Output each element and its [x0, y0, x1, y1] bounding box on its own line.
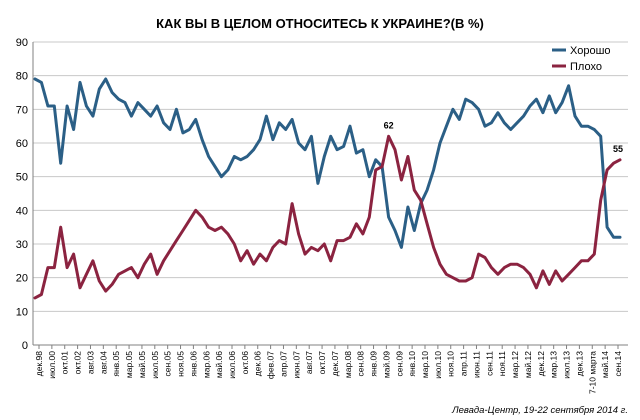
x-tick-label: янв.10: [407, 351, 417, 377]
x-tick-label: май.14: [600, 351, 610, 378]
x-tick-label: май.05: [137, 351, 147, 378]
y-tick-label: 80: [16, 71, 28, 83]
x-tick-label: мар.12: [510, 351, 520, 378]
end-label: 55: [613, 144, 623, 154]
y-tick-label: 60: [16, 138, 28, 150]
x-tick-label: дек.12: [536, 351, 546, 376]
plot-area: 62 55: [33, 77, 623, 300]
peak-label: 62: [384, 120, 394, 130]
x-tick-label: сен.09: [394, 351, 404, 377]
x-axis: дек.98 июл.00 окт.01 окт.02 авг.03 авг.04 янв.…: [34, 345, 623, 394]
y-tick-label: 20: [16, 273, 28, 285]
x-tick-label: ноя.10: [446, 351, 456, 377]
x-tick-label: фев.07: [266, 351, 276, 379]
x-tick-label: мар.05: [124, 351, 134, 378]
x-tick-label: дек.07: [330, 351, 340, 376]
x-tick-label: авг.07: [304, 351, 314, 374]
x-tick-label: дек.98: [34, 351, 44, 376]
x-tick-label: янв.06: [188, 351, 198, 377]
x-tick-label: май.06: [214, 351, 224, 378]
x-tick-label: окт.01: [60, 351, 70, 375]
grid: [33, 41, 628, 346]
x-tick-label: сен.14: [613, 351, 623, 377]
legend-label-0: Хорошо: [570, 45, 611, 57]
x-tick-label: окт.06: [240, 351, 250, 375]
x-tick-label: 7-10 марта: [587, 351, 597, 394]
x-tick-label: апр.11: [459, 351, 469, 377]
x-tick-label: окт.02: [73, 351, 83, 375]
y-axis: 0 10 20 30 40 50 60 70 80 90: [16, 37, 34, 352]
x-tick-label: мар.13: [549, 351, 559, 378]
x-tick-label: июл.00: [47, 351, 57, 379]
y-tick-label: 50: [16, 172, 28, 184]
chart-title: КАК ВЫ В ЦЕЛОМ ОТНОСИТЕСЬ К УКРАИНЕ?(В %…: [156, 16, 484, 31]
x-tick-label: мар.10: [420, 351, 430, 378]
x-tick-label: июл.13: [562, 351, 572, 379]
x-tick-label: май.12: [523, 351, 533, 378]
y-tick-label: 90: [16, 37, 28, 49]
x-tick-label: янв.09: [369, 351, 379, 377]
x-tick-label: июн.07: [291, 351, 301, 379]
x-tick-label: апр.07: [278, 351, 288, 377]
series-line-0: [33, 77, 622, 249]
x-tick-label: май.09: [381, 351, 391, 378]
source-note: Левада-Центр, 19-22 сентября 2014 г.: [451, 405, 628, 416]
series-line-1: [33, 134, 622, 300]
y-tick-label: 30: [16, 239, 28, 251]
x-tick-label: июл.06: [227, 351, 237, 379]
legend-label-1: Плохо: [570, 61, 602, 73]
x-tick-label: ноя.11: [497, 351, 507, 376]
x-tick-label: мар.06: [201, 351, 211, 378]
x-tick-label: сен.05: [163, 351, 173, 377]
x-tick-label: июн.11: [471, 351, 481, 378]
x-tick-label: дек.06: [253, 351, 263, 376]
y-tick-label: 10: [16, 306, 28, 318]
y-tick-label: 40: [16, 205, 28, 217]
x-tick-label: янв.05: [111, 351, 121, 377]
x-tick-label: дек.13: [574, 351, 584, 376]
x-tick-label: авг.04: [98, 351, 108, 374]
x-tick-label: сен.11: [484, 351, 494, 376]
x-tick-label: мар.08: [343, 351, 353, 378]
x-tick-label: ноя.05: [176, 351, 186, 377]
x-tick-label: авг.03: [85, 351, 95, 374]
legend: Хорошо Плохо: [552, 45, 611, 73]
x-tick-label: сен.08: [356, 351, 366, 377]
x-tick-label: июл.10: [433, 351, 443, 379]
y-tick-label: 70: [16, 104, 28, 116]
y-tick-label: 0: [22, 340, 28, 352]
x-tick-label: июл.05: [150, 351, 160, 379]
x-tick-label: окт.07: [317, 351, 327, 375]
